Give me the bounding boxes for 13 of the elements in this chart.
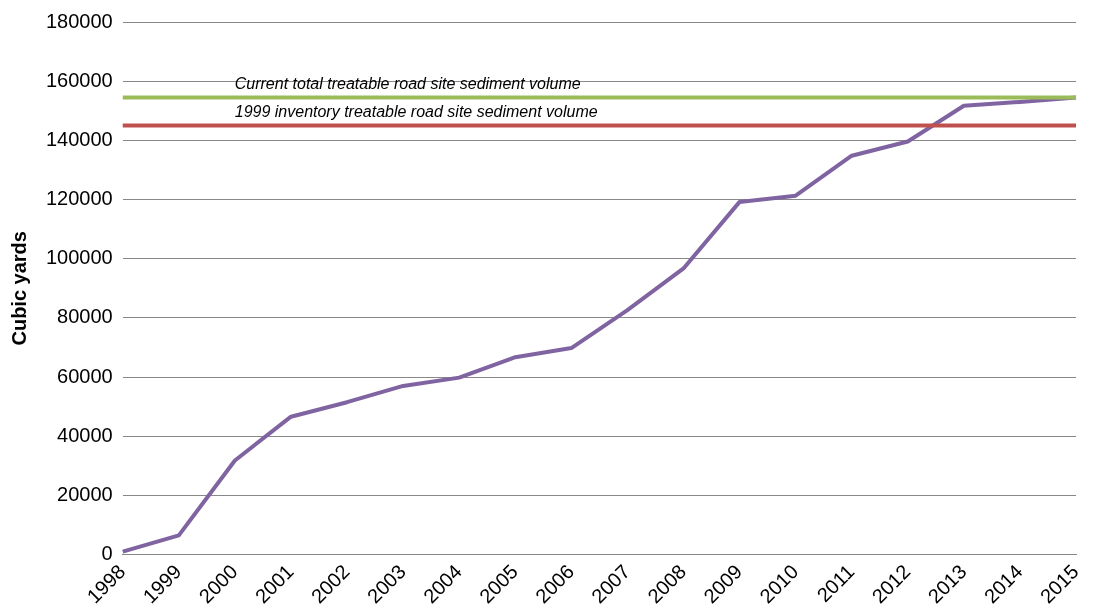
y-tick-label: 20000: [57, 482, 113, 505]
y-tick-label: 0: [101, 542, 113, 565]
y-axis-title: Cubic yards: [7, 231, 30, 346]
y-tick-label: 160000: [45, 68, 113, 91]
y-tick-label: 180000: [45, 9, 113, 32]
ref-line-label: 1999 inventory treatable road site sediment volume: [234, 103, 598, 121]
y-tick-label: 140000: [45, 127, 113, 150]
y-tick-label: 100000: [45, 246, 113, 269]
y-tick-label: 60000: [57, 364, 113, 387]
y-tick-label: 120000: [45, 187, 113, 210]
ref-line-label: Current total treatable road site sediment volume: [234, 74, 581, 92]
y-tick-label: 40000: [57, 423, 113, 446]
y-tick-label: 80000: [57, 305, 113, 328]
